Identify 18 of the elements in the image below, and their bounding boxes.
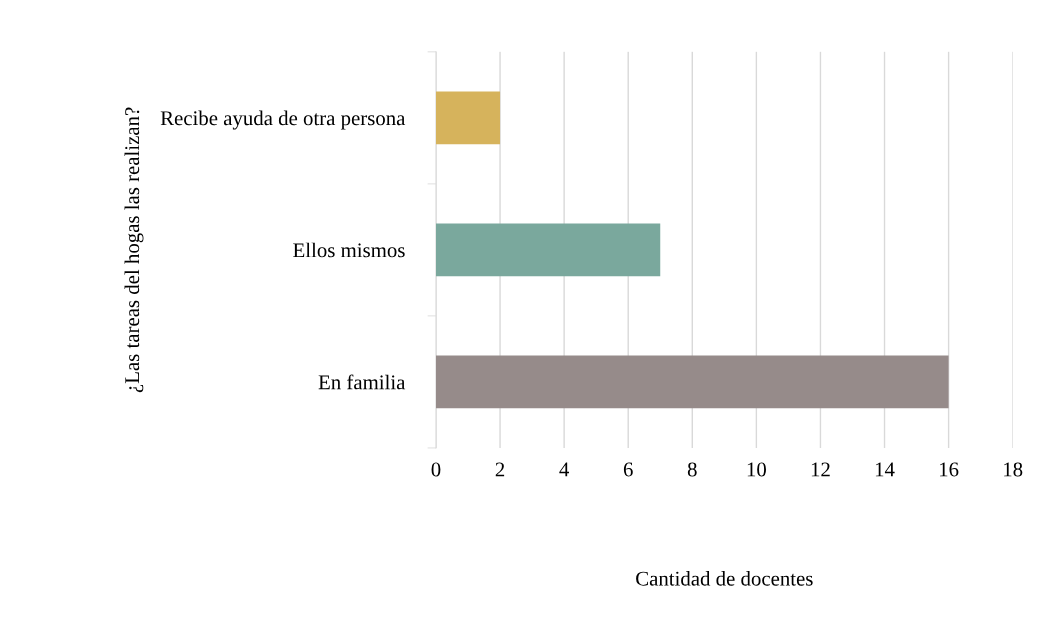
x-tick-label: 2 — [495, 462, 505, 477]
x-tick-label: 4 — [559, 462, 570, 477]
x-tick-label: 0 — [431, 462, 441, 477]
y-tick-label: Recibe ayuda de otra persona — [160, 110, 406, 130]
y-axis-title: ¿Las tareas del hogas las realizan? — [124, 107, 144, 393]
x-tick-label: 14 — [875, 462, 895, 477]
x-tick-label: 16 — [940, 462, 959, 477]
bar — [435, 355, 949, 409]
bar — [435, 91, 501, 145]
x-tick-label: 6 — [623, 462, 633, 477]
x-tick-label: 18 — [1004, 462, 1023, 477]
x-axis-title: Cantidad de docentes — [636, 571, 813, 586]
x-tick-label: 12 — [811, 462, 830, 477]
y-tick-label: Ellos mismos — [293, 242, 405, 258]
y-tick-label: En familia — [318, 374, 406, 390]
x-tick-label: 10 — [747, 462, 766, 477]
bar — [435, 223, 661, 277]
x-tick-label: 8 — [687, 462, 697, 477]
